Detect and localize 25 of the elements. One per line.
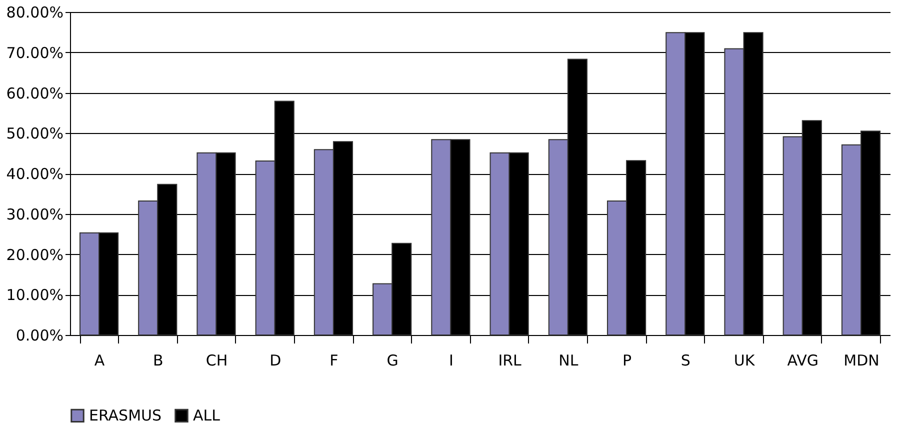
y-tick-label: 10.00% xyxy=(6,286,64,304)
legend-label: ALL xyxy=(193,406,221,425)
x-tick-label: D xyxy=(270,352,282,370)
y-tick-label: 60.00% xyxy=(6,84,64,102)
x-tick-label: AVG xyxy=(787,352,818,370)
x-tick-label: CH xyxy=(206,352,228,370)
x-tick-label: IRL xyxy=(498,352,522,370)
y-tick-label: 40.00% xyxy=(6,165,64,183)
y-tick-label: 30.00% xyxy=(6,205,64,224)
x-tick-label: NL xyxy=(558,352,579,370)
x-tick-label: G xyxy=(386,352,398,370)
y-tick-label: 20.00% xyxy=(6,246,64,264)
x-tick-label: B xyxy=(152,352,164,370)
y-tick-label: 50.00% xyxy=(6,124,64,143)
x-tick-label: P xyxy=(622,352,632,370)
y-tick-label: 80.00% xyxy=(6,4,64,22)
x-tick-label: S xyxy=(680,352,690,370)
x-tick-label: MDN xyxy=(844,352,880,370)
x-tick-label: F xyxy=(330,352,338,370)
x-tick-label: A xyxy=(94,352,106,370)
legend-label: ERASMUS xyxy=(89,406,162,425)
x-tick-label: I xyxy=(448,352,454,370)
y-tick-label: 70.00% xyxy=(6,44,64,62)
y-tick-label: 0.00% xyxy=(16,326,64,344)
x-tick-label: UK xyxy=(734,352,756,370)
